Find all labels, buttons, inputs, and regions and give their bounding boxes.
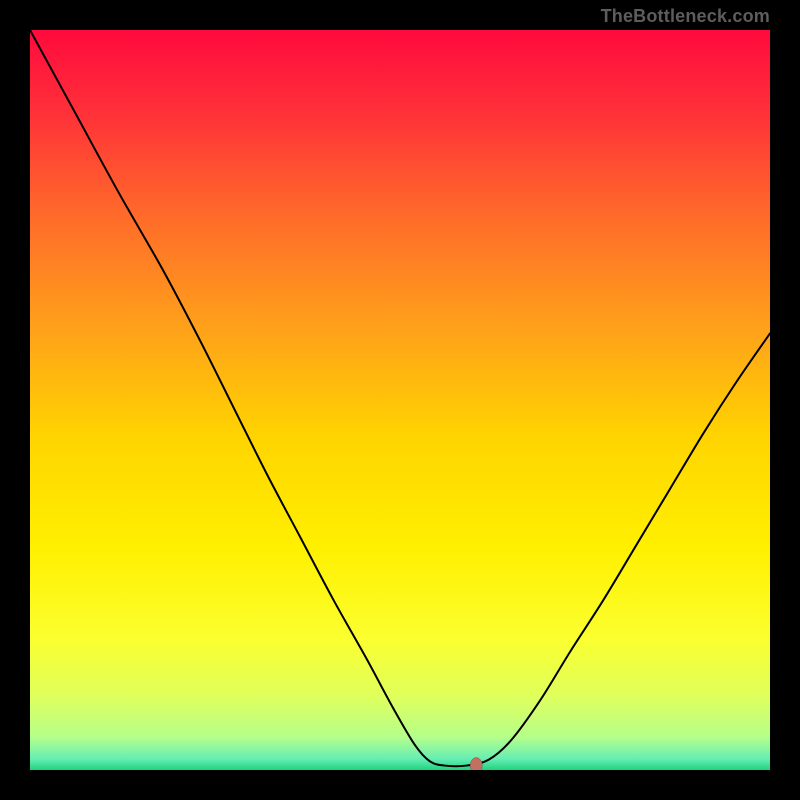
- figure-frame: TheBottleneck.com: [0, 0, 800, 800]
- bottleneck-chart: [30, 30, 770, 770]
- chart-background: [30, 30, 770, 770]
- source-attribution: TheBottleneck.com: [601, 6, 770, 27]
